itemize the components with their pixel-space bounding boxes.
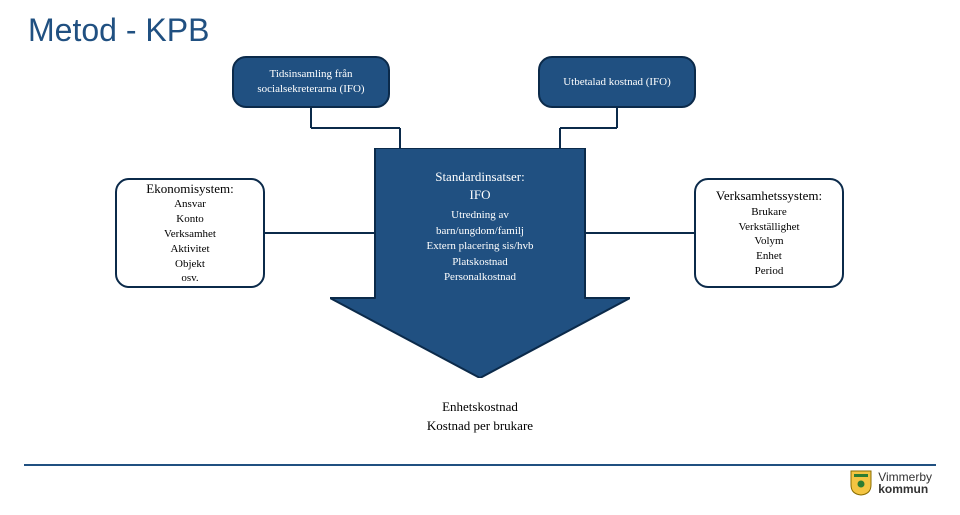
crest-icon <box>850 470 872 496</box>
box-line: socialsekreterarna (IFO) <box>257 82 364 97</box>
box-item: Verksamhet <box>164 227 216 242</box>
box-header: Verksamhetssystem: <box>716 187 822 205</box>
box-ekonomisystem: Ekonomisystem: Ansvar Konto Verksamhet A… <box>115 178 265 288</box>
connector <box>311 127 400 129</box>
box-line: Utbetalad kostnad (IFO) <box>563 75 671 90</box>
box-item: Ansvar <box>174 197 206 212</box>
box-item: Aktivitet <box>170 242 209 257</box>
footer-divider <box>24 464 936 466</box>
arrow-item: Utredning av <box>380 208 580 223</box>
bottom-line: Enhetskostnad <box>0 398 960 417</box>
bottom-labels: Enhetskostnad Kostnad per brukare <box>0 398 960 436</box>
arrow-item: barn/ungdom/familj <box>380 224 580 239</box>
arrow-item: Platskostnad <box>380 255 580 270</box>
box-item: Volym <box>754 234 783 249</box>
box-item: Konto <box>176 212 204 227</box>
connector <box>310 108 312 128</box>
page-title: Metod - KPB <box>0 0 960 49</box>
box-item: Verkställighet <box>738 220 799 235</box>
footer-org: kommun <box>878 483 932 495</box>
box-utbetalad: Utbetalad kostnad (IFO) <box>538 56 696 108</box>
footer-logo: Vimmerby kommun <box>850 470 932 496</box>
funnel-arrow: Standardinsatser: IFO Utredning av barn/… <box>330 148 630 378</box>
connector <box>559 128 561 148</box>
box-item: osv. <box>181 271 198 286</box>
connector <box>399 128 401 148</box>
arrow-header: IFO <box>380 186 580 204</box>
box-line: Tidsinsamling från <box>269 67 352 82</box>
bottom-line: Kostnad per brukare <box>0 417 960 436</box>
connector <box>616 108 618 128</box>
box-item: Brukare <box>751 205 786 220</box>
box-item: Enhet <box>756 249 782 264</box>
box-item: Objekt <box>175 257 205 272</box>
box-verksamhetssystem: Verksamhetssystem: Brukare Verkställighe… <box>694 178 844 288</box>
connector <box>560 127 617 129</box>
arrow-item: Extern placering sis/hvb <box>380 239 580 254</box>
box-tidsinsamling: Tidsinsamling från socialsekreterarna (I… <box>232 56 390 108</box>
arrow-text: Standardinsatser: IFO Utredning av barn/… <box>380 168 580 285</box>
arrow-header: Standardinsatser: <box>380 168 580 186</box>
arrow-item: Personalkostnad <box>380 270 580 285</box>
box-header: Ekonomisystem: <box>146 180 233 198</box>
box-item: Period <box>755 264 784 279</box>
